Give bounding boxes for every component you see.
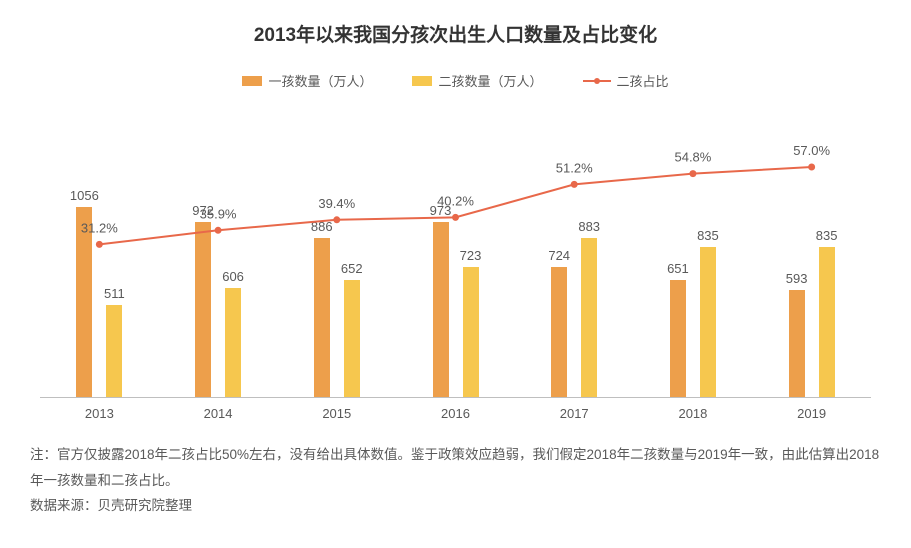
bar-label-series1: 886 bbox=[311, 219, 333, 238]
bar-label-series2: 723 bbox=[460, 248, 482, 267]
bar-pair: 973 723 bbox=[433, 222, 479, 397]
bar-label-series1: 593 bbox=[786, 271, 808, 290]
x-tick-label: 2016 bbox=[441, 406, 470, 421]
x-tick-label: 2019 bbox=[797, 406, 826, 421]
bar-label-series2: 835 bbox=[816, 228, 838, 247]
bar-label-series2: 511 bbox=[104, 286, 125, 305]
bar-pair: 1056 511 bbox=[76, 207, 122, 397]
bar-pair: 886 652 bbox=[314, 238, 360, 397]
bar-series1: 651 bbox=[670, 280, 686, 397]
bar-series2: 723 bbox=[463, 267, 479, 397]
plot-area: 1056511972606886652973723724883651835593… bbox=[40, 98, 871, 398]
bar-label-series1: 1056 bbox=[70, 188, 99, 207]
chart-title: 2013年以来我国分孩次出生人口数量及占比变化 bbox=[30, 20, 881, 47]
bar-pair: 972 606 bbox=[195, 222, 241, 397]
legend-swatch-3 bbox=[583, 75, 611, 87]
legend-swatch-1 bbox=[242, 76, 262, 86]
bar-label-series2: 606 bbox=[222, 269, 244, 288]
bar-label-series1: 651 bbox=[667, 261, 689, 280]
x-tick-label: 2013 bbox=[85, 406, 114, 421]
bar-label-series2: 652 bbox=[341, 261, 363, 280]
bar-series2: 835 bbox=[700, 247, 716, 397]
legend-swatch-2 bbox=[412, 76, 432, 86]
footnote-line-2: 数据来源：贝壳研究院整理 bbox=[30, 493, 881, 519]
bar-label-series1: 973 bbox=[430, 203, 452, 222]
bar-series1: 886 bbox=[314, 238, 330, 397]
legend-label-2: 二孩数量（万人） bbox=[438, 71, 542, 90]
bar-label-series2: 883 bbox=[578, 219, 600, 238]
x-tick-label: 2015 bbox=[322, 406, 351, 421]
legend-item-series3: 二孩占比 bbox=[583, 71, 669, 90]
bar-label-series2: 835 bbox=[697, 228, 719, 247]
legend-item-series1: 一孩数量（万人） bbox=[242, 71, 372, 90]
bar-pair: 651 835 bbox=[670, 247, 716, 397]
legend-item-series2: 二孩数量（万人） bbox=[412, 71, 542, 90]
chart-area: 1056511972606886652973723724883651835593… bbox=[30, 98, 881, 428]
footnote: 注：官方仅披露2018年二孩占比50%左右，没有给出具体数值。鉴于政策效应趋弱，… bbox=[30, 442, 881, 519]
bar-series2: 606 bbox=[225, 288, 241, 397]
legend-label-3: 二孩占比 bbox=[617, 71, 669, 90]
x-tick-label: 2014 bbox=[204, 406, 233, 421]
bar-series2: 835 bbox=[819, 247, 835, 397]
bar-series2: 652 bbox=[344, 280, 360, 397]
bar-series2: 883 bbox=[581, 238, 597, 397]
bar-series1: 973 bbox=[433, 222, 449, 397]
x-axis: 2013 2014 2015 2016 2017 2018 2019 bbox=[40, 398, 871, 428]
bar-label-series1: 972 bbox=[192, 203, 214, 222]
bar-series2: 511 bbox=[106, 305, 122, 397]
bar-pair: 593 835 bbox=[789, 247, 835, 397]
x-tick-label: 2018 bbox=[678, 406, 707, 421]
legend: 一孩数量（万人） 二孩数量（万人） 二孩占比 bbox=[30, 71, 881, 90]
legend-label-1: 一孩数量（万人） bbox=[268, 71, 372, 90]
bar-series1: 972 bbox=[195, 222, 211, 397]
footnote-line-1: 注：官方仅披露2018年二孩占比50%左右，没有给出具体数值。鉴于政策效应趋弱，… bbox=[30, 442, 881, 493]
bar-series1: 1056 bbox=[76, 207, 92, 397]
bar-series1: 724 bbox=[551, 267, 567, 397]
bar-pair: 724 883 bbox=[551, 238, 597, 397]
bar-series1: 593 bbox=[789, 290, 805, 397]
x-tick-label: 2017 bbox=[560, 406, 589, 421]
bar-label-series1: 724 bbox=[548, 248, 570, 267]
